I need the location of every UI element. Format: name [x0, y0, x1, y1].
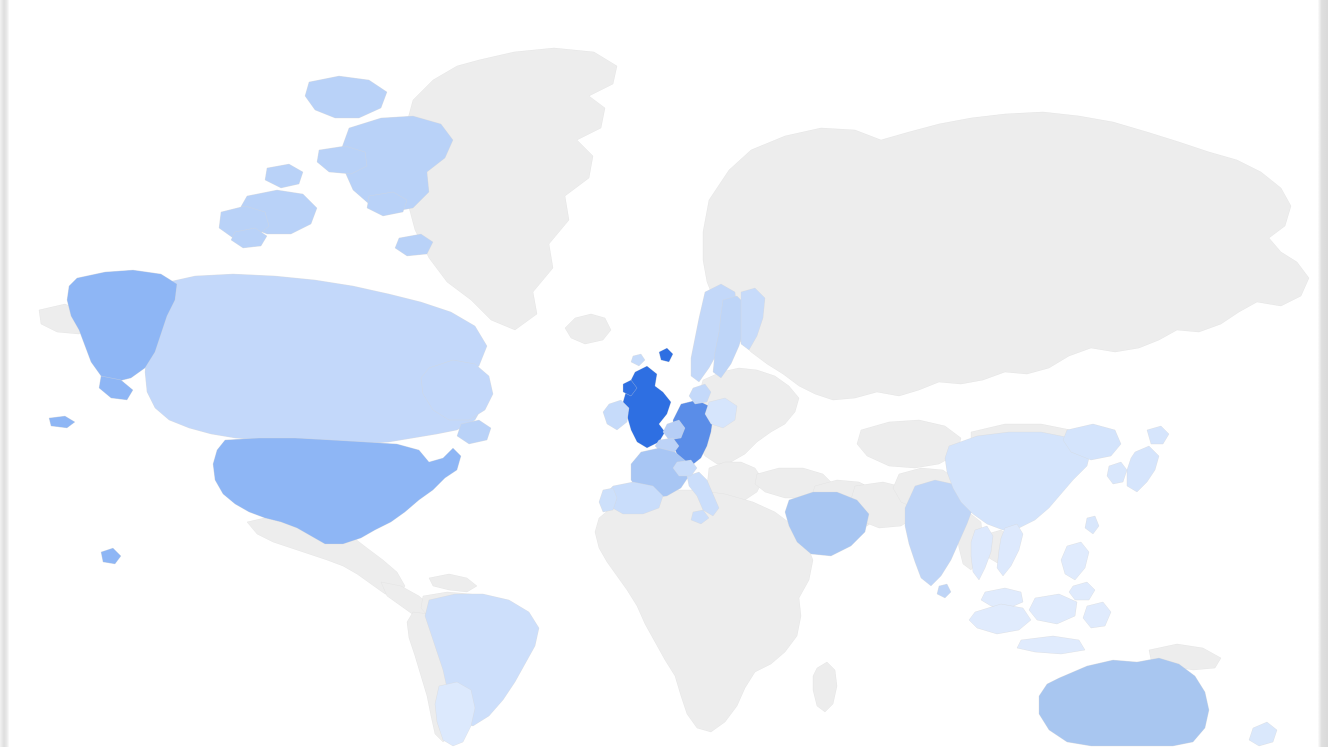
right-panel-gutter[interactable] [1318, 0, 1328, 747]
region-alaska-peninsula[interactable] [99, 376, 133, 400]
region-devon-island[interactable] [317, 146, 367, 174]
world-map-canvas[interactable] [9, 0, 1318, 747]
data-regions [49, 76, 1277, 746]
region-philippines[interactable] [1061, 542, 1089, 580]
region-newfoundland[interactable] [457, 420, 491, 444]
region-saudi-arabia[interactable] [785, 492, 869, 556]
region-switzerland[interactable] [673, 460, 697, 476]
region-sicily-sardinia[interactable] [691, 510, 709, 524]
region-canada[interactable] [145, 274, 487, 444]
region-finland[interactable] [741, 288, 765, 350]
region-japan-hokkaido[interactable] [1147, 426, 1169, 444]
region-baffin-island[interactable] [341, 116, 453, 212]
region-canada-labrador[interactable] [421, 360, 493, 420]
region-indonesia-borneo[interactable] [1029, 594, 1077, 624]
left-panel-gutter[interactable] [0, 0, 9, 747]
region-sri-lanka[interactable] [937, 584, 951, 598]
region-japan[interactable] [1127, 446, 1159, 492]
region-portugal[interactable] [599, 488, 617, 512]
region-aleutians[interactable] [49, 416, 75, 428]
region-taiwan[interactable] [1085, 516, 1099, 534]
region-thailand[interactable] [971, 526, 993, 580]
region-new-zealand[interactable] [1249, 722, 1277, 746]
region-iceland[interactable] [565, 314, 611, 344]
region-poland[interactable] [705, 398, 737, 428]
region-uk-scotland-isles[interactable] [623, 380, 637, 396]
region-arctic-islet-a[interactable] [265, 164, 303, 188]
region-indonesia-sumatra[interactable] [969, 604, 1031, 634]
region-ellesmere-island[interactable] [305, 76, 387, 118]
region-uk-shetland[interactable] [659, 348, 673, 362]
region-arctic-islet-b[interactable] [231, 228, 267, 248]
region-hawaii[interactable] [101, 548, 121, 564]
region-netherlands[interactable] [663, 420, 685, 440]
region-indonesia-sulawesi[interactable] [1083, 602, 1111, 628]
region-australia[interactable] [1039, 658, 1209, 746]
region-indonesia-java[interactable] [1017, 636, 1085, 654]
region-malaysia[interactable] [981, 588, 1023, 608]
region-russia[interactable] [703, 112, 1309, 400]
region-faroe-islands[interactable] [631, 354, 645, 366]
region-denmark[interactable] [689, 384, 711, 404]
region-italy[interactable] [687, 472, 719, 516]
region-argentina[interactable] [435, 682, 475, 746]
region-arctic-islet-d[interactable] [395, 234, 433, 256]
region-south-korea[interactable] [1107, 462, 1127, 484]
world-map-svg[interactable] [9, 0, 1318, 747]
region-china[interactable] [945, 432, 1091, 530]
region-madagascar[interactable] [813, 662, 837, 712]
region-united-states[interactable] [213, 438, 461, 544]
region-africa[interactable] [595, 490, 813, 732]
region-ireland[interactable] [603, 400, 629, 430]
region-caribbean[interactable] [429, 574, 477, 592]
region-arctic-islet-c[interactable] [367, 192, 407, 216]
region-vietnam[interactable] [997, 524, 1023, 576]
region-philippines-south[interactable] [1069, 582, 1095, 600]
region-china-northeast[interactable] [1063, 424, 1121, 460]
region-alaska[interactable] [67, 270, 177, 382]
